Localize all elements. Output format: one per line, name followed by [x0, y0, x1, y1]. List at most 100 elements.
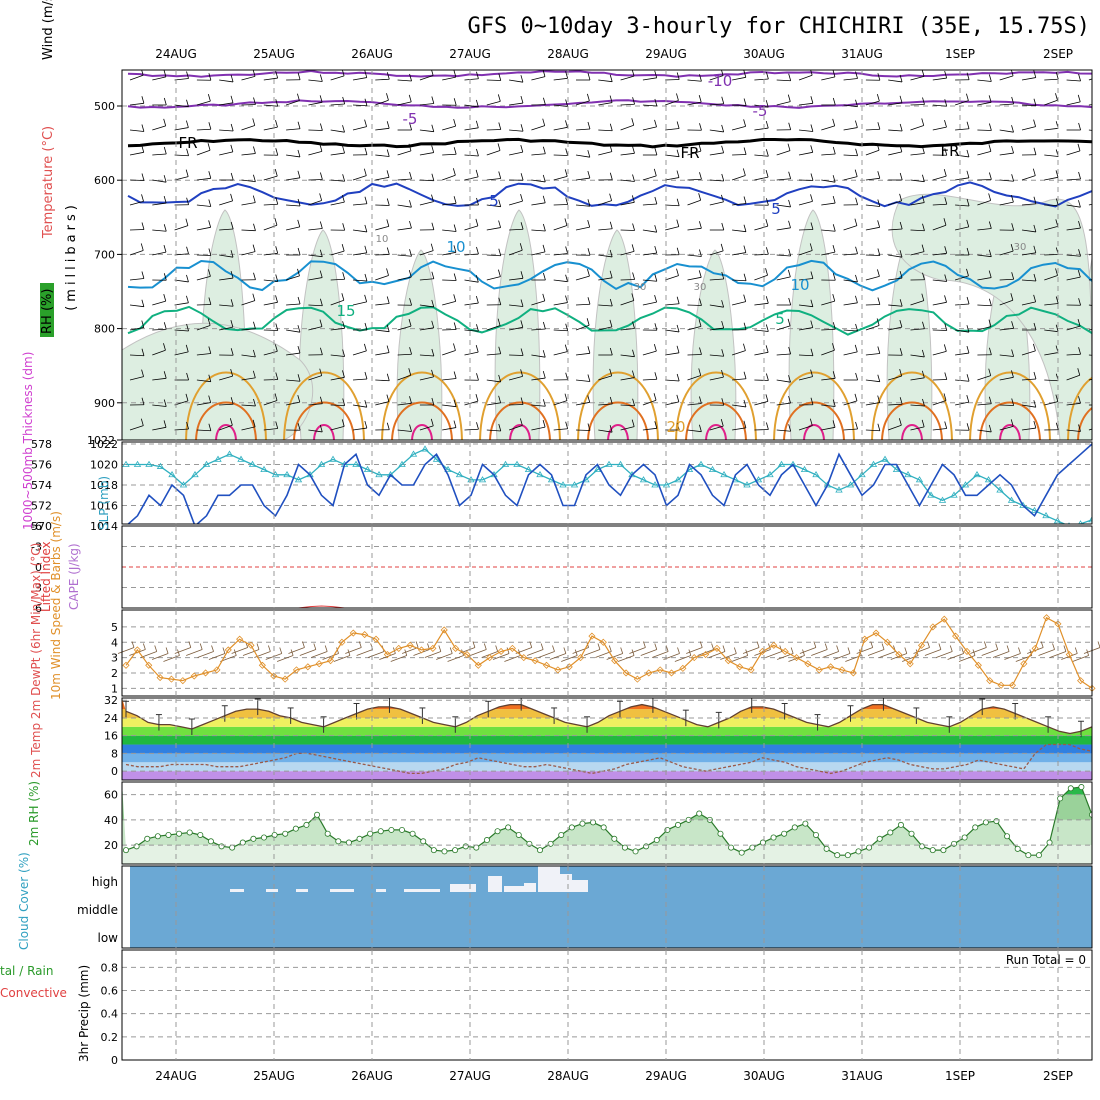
wind10m-barb [458, 647, 476, 654]
rh2m-marker [781, 830, 788, 837]
wind-barb [732, 301, 746, 306]
wind10m-marker [679, 664, 687, 672]
wind-barb-flag [988, 368, 992, 376]
slp-marker [260, 465, 268, 473]
wind-barb-flag [207, 143, 211, 151]
wind-barb [865, 275, 880, 281]
wind10m-marker [963, 647, 971, 656]
wind-barb [531, 354, 546, 358]
wind-barb [129, 102, 144, 106]
wind-barb-flag [141, 397, 145, 405]
wind-barb-flag [921, 293, 925, 301]
wind-barb-flag [141, 320, 145, 328]
wind-barb [888, 403, 903, 406]
rh2m-marker [813, 831, 820, 838]
wind-barb-flag [141, 96, 145, 104]
wind-barb [821, 328, 836, 331]
wind-barb [129, 327, 144, 331]
wind-barb-flag [542, 70, 546, 77]
wind-barb-flag [542, 293, 546, 302]
wind-barb-flag [163, 294, 167, 302]
wind-barb-flag [676, 422, 680, 431]
wind-barb [798, 200, 813, 206]
slp-marker [156, 462, 165, 469]
wind-barb [553, 329, 568, 332]
wind-barb-flag [765, 120, 769, 129]
wind-barb-flag [364, 70, 368, 78]
wind10m-marker [1077, 677, 1085, 685]
wind-barb [442, 378, 457, 381]
wind10m-marker [906, 660, 914, 668]
slp-marker [179, 481, 188, 488]
wind-barb [174, 154, 189, 157]
wind-barb [531, 328, 546, 331]
wind-barb [308, 200, 322, 206]
wind-barb-flag [788, 297, 792, 306]
wind-barb-flag [721, 70, 724, 76]
wind-barb-flag [743, 70, 747, 78]
wind-barb-flag [966, 93, 969, 101]
thickness-tick-label: 578 [31, 438, 52, 451]
wind-barb [1088, 129, 1092, 131]
slp-marker [593, 465, 602, 473]
wind-barb-flag [453, 343, 456, 351]
wind-barb [709, 278, 724, 281]
rh2m-marker [324, 830, 331, 837]
wind-barb-flag [319, 193, 323, 201]
wind-barb-flag [364, 273, 368, 282]
rh2m-marker [441, 848, 448, 855]
wind10m-marker [429, 644, 437, 652]
slp-marker [513, 460, 521, 467]
temp-band [122, 744, 1092, 754]
wind-barb [241, 229, 256, 232]
wind-barb [575, 100, 590, 106]
wind-barb-flag [653, 393, 657, 401]
wind-barb [486, 150, 501, 156]
wind-barb-flag [185, 393, 189, 402]
wind10m-barb [708, 651, 726, 658]
wind-barb [464, 253, 479, 256]
contour-arch [411, 424, 433, 440]
wind-barb-flag [431, 70, 434, 76]
rh2m-marker [919, 843, 926, 850]
rh2m-marker [526, 840, 533, 847]
wind-barb-flag [1010, 244, 1014, 252]
wind-barb-flag [498, 395, 502, 403]
wind-barb [1066, 353, 1081, 356]
wind-barb-flag [788, 220, 791, 228]
wind-barb [442, 300, 456, 306]
run-total: Run Total = 0 [1006, 953, 1086, 967]
wind-barb [642, 350, 657, 356]
wind10m-marker [452, 644, 460, 652]
contour-arch [881, 401, 943, 440]
wind-barb [442, 76, 456, 81]
wind10m-barb [288, 647, 305, 654]
wind-barb [620, 354, 635, 358]
slp-marker [478, 476, 487, 483]
wind-barb-flag [1033, 400, 1037, 408]
wind-barb-flag [1011, 398, 1015, 406]
wind-barb [865, 100, 880, 106]
top-date-label: 29AUG [645, 47, 687, 61]
wind10m-marker [247, 641, 255, 649]
contour-arch [587, 401, 649, 440]
wind-barb-flag [877, 220, 881, 228]
rh2m-marker [791, 824, 798, 831]
wind10m-barb [742, 647, 760, 654]
wind-barb-flag [431, 299, 435, 308]
wind-barb [352, 77, 367, 81]
wind-barb-flag [721, 222, 725, 231]
wind-barb-flag [587, 93, 590, 102]
wind-barb [798, 250, 813, 256]
wind-barb [977, 403, 992, 406]
wind-barb-flag [765, 394, 769, 402]
rh2m-marker [759, 839, 766, 846]
wind-barb [1021, 350, 1036, 356]
wind-barb [798, 278, 813, 281]
wind-barb [263, 126, 278, 131]
wind-barb [977, 429, 992, 433]
wind10m-barb [424, 651, 441, 658]
wind10m-marker [520, 654, 528, 662]
wind-barb [910, 125, 924, 131]
